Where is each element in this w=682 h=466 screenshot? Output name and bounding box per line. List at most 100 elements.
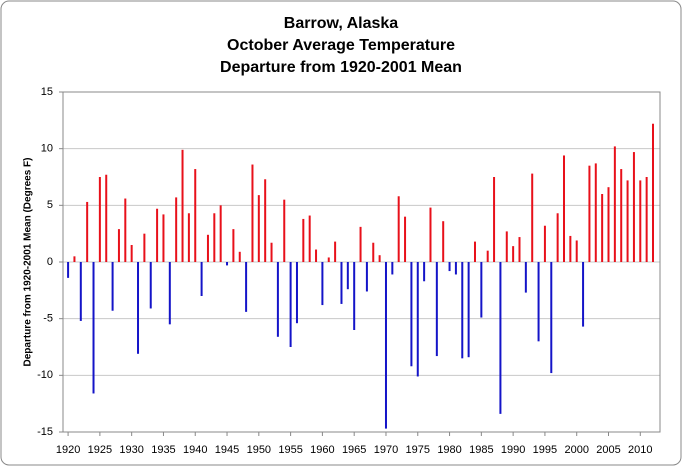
y-tick-label: 5 xyxy=(47,199,53,211)
chart-title: Departure from 1920-2001 Mean xyxy=(220,59,462,76)
bar xyxy=(480,262,483,318)
bar xyxy=(238,251,241,262)
bar xyxy=(359,226,362,262)
bar xyxy=(67,262,70,278)
bar xyxy=(365,262,368,292)
bar xyxy=(632,152,635,262)
x-tick-label: 1990 xyxy=(501,444,525,456)
bar xyxy=(200,262,203,296)
x-tick-label: 2000 xyxy=(564,444,588,456)
bar xyxy=(98,177,101,262)
bar xyxy=(111,262,114,311)
x-tick-label: 1995 xyxy=(533,444,557,456)
bar xyxy=(626,180,629,262)
bar xyxy=(473,241,476,262)
x-tick-label: 2010 xyxy=(628,444,652,456)
bar xyxy=(550,262,553,374)
bar xyxy=(86,201,89,262)
bar xyxy=(575,240,578,262)
x-tick-label: 1950 xyxy=(247,444,271,456)
x-tick-label: 1960 xyxy=(310,444,334,456)
bar xyxy=(302,218,305,262)
bar xyxy=(226,262,229,266)
bar xyxy=(378,255,381,262)
bar xyxy=(499,262,502,414)
bar xyxy=(493,177,496,262)
bar xyxy=(512,246,515,262)
x-tick-label: 1945 xyxy=(215,444,239,456)
bar xyxy=(92,262,95,394)
y-tick-label: 15 xyxy=(41,86,53,98)
y-tick-label: 10 xyxy=(41,143,53,155)
bar xyxy=(569,235,572,262)
bar xyxy=(486,250,489,262)
bar xyxy=(404,216,407,262)
bar xyxy=(289,262,292,347)
bar xyxy=(327,257,330,262)
bar xyxy=(582,262,585,327)
bar xyxy=(283,199,286,262)
bar xyxy=(124,198,127,262)
bar xyxy=(543,225,546,262)
x-tick-label: 1930 xyxy=(119,444,143,456)
y-tick-label: -5 xyxy=(43,313,53,325)
bar xyxy=(505,231,508,262)
bar xyxy=(384,262,387,429)
bar xyxy=(276,262,279,337)
bar xyxy=(168,262,171,325)
bar xyxy=(315,249,318,262)
bar xyxy=(346,262,349,290)
plot-area xyxy=(62,91,661,433)
bar xyxy=(372,242,375,262)
bar xyxy=(562,155,565,262)
bar xyxy=(334,241,337,262)
bar xyxy=(117,229,120,262)
x-tick-label: 1940 xyxy=(183,444,207,456)
bar xyxy=(435,262,438,357)
bar xyxy=(105,174,108,262)
x-tick-label: 1975 xyxy=(406,444,430,456)
bar xyxy=(175,197,178,262)
bar xyxy=(194,169,197,262)
bar xyxy=(620,169,623,262)
chart-title: October Average Temperature xyxy=(227,37,455,54)
bar xyxy=(639,180,642,262)
bar xyxy=(588,165,591,262)
x-tick-label: 1920 xyxy=(56,444,80,456)
bar xyxy=(423,262,426,282)
bar xyxy=(206,234,209,262)
y-axis-label: Departure from 1920-2001 Mean (Degrees F… xyxy=(23,158,34,367)
bar xyxy=(137,262,140,354)
bar xyxy=(264,179,267,262)
bar xyxy=(245,262,248,312)
x-tick-label: 1965 xyxy=(342,444,366,456)
bar xyxy=(213,213,216,262)
bar xyxy=(257,195,260,262)
bar xyxy=(601,194,604,262)
bar xyxy=(537,262,540,342)
bar xyxy=(295,262,298,324)
bar xyxy=(130,245,133,262)
bar xyxy=(556,213,559,262)
bar xyxy=(149,262,152,309)
bar xyxy=(391,262,394,275)
bar xyxy=(461,262,464,359)
bar xyxy=(524,262,527,293)
x-tick-label: 1985 xyxy=(469,444,493,456)
bar xyxy=(156,208,159,262)
bar xyxy=(232,229,235,262)
x-tick-label: 1925 xyxy=(88,444,112,456)
bar xyxy=(645,177,648,262)
bar xyxy=(531,173,534,262)
bar xyxy=(518,237,521,262)
y-tick-label: 0 xyxy=(47,256,53,268)
bar xyxy=(467,262,470,358)
y-tick-label: -15 xyxy=(37,426,53,438)
bar xyxy=(308,215,311,262)
x-tick-label: 1980 xyxy=(437,444,461,456)
bar xyxy=(73,256,76,262)
bar xyxy=(652,123,655,262)
bar xyxy=(162,214,165,262)
x-tick-label: 2005 xyxy=(596,444,620,456)
